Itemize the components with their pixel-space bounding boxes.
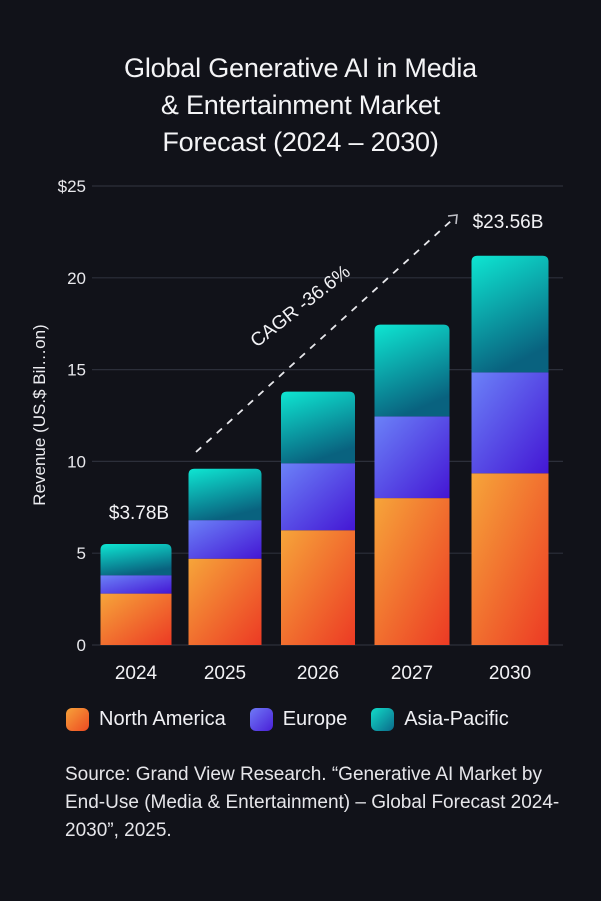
north-america-swatch bbox=[66, 707, 89, 731]
legend-label: Europe bbox=[282, 707, 348, 730]
bar-stack-2030 bbox=[471, 255, 549, 645]
bar-segment-north-america bbox=[374, 498, 450, 645]
source-citation: Source: Grand View Research. “Generative… bbox=[65, 764, 560, 841]
bar-stack-2026 bbox=[281, 391, 355, 645]
legend-item-north-america: North America bbox=[66, 707, 226, 731]
bar-segment-north-america bbox=[471, 473, 549, 645]
x-axis-ticks: 2024 2025 2026 2027 2030 bbox=[115, 663, 531, 684]
bar-segment-asia-pacific bbox=[100, 544, 172, 576]
end-value-label: $23.56B bbox=[473, 212, 544, 233]
bar-stack-2027 bbox=[374, 324, 450, 645]
bar-segment-north-america bbox=[281, 530, 355, 645]
bar-stack-2024 bbox=[100, 544, 172, 645]
legend-item-europe: Europe bbox=[249, 707, 348, 731]
x-tick-label: 2026 bbox=[297, 663, 339, 684]
start-value-label: $3.78B bbox=[109, 503, 169, 524]
bar-segment-asia-pacific bbox=[188, 468, 262, 521]
bar-segment-north-america bbox=[100, 593, 172, 645]
bar-segment-north-america bbox=[188, 558, 262, 645]
chart-title-line-1: Global Generative AI in Media bbox=[124, 53, 477, 83]
x-tick-label: 2027 bbox=[391, 663, 433, 684]
bar-segment-europe bbox=[471, 372, 549, 474]
chart-title: Global Generative AI in Media & Entertai… bbox=[0, 50, 601, 161]
chart-title-line-3: Forecast (2024 – 2030) bbox=[162, 127, 439, 157]
bar-segment-europe bbox=[188, 520, 262, 559]
bar-segment-europe bbox=[374, 416, 450, 499]
legend-label: Asia-Pacific bbox=[404, 707, 509, 730]
y-axis-ticks: 0 5 10 15 20 $25 bbox=[58, 177, 86, 655]
y-axis-label: Revenue (US.$ Bil…on) bbox=[30, 324, 49, 505]
bar-segment-europe bbox=[100, 575, 172, 594]
legend-label: North America bbox=[99, 707, 226, 730]
legend: North America Europe Asia-Pacific bbox=[66, 705, 533, 733]
bar-stack-2025 bbox=[188, 468, 262, 645]
y-tick-label: 5 bbox=[77, 544, 86, 563]
legend-item-asia-pacific: Asia-Pacific bbox=[371, 707, 509, 731]
x-tick-label: 2025 bbox=[204, 663, 246, 684]
y-tick-label: 15 bbox=[67, 361, 86, 380]
y-tick-label: $25 bbox=[58, 177, 86, 196]
bar-segment-asia-pacific bbox=[281, 391, 355, 464]
bar-segment-asia-pacific bbox=[471, 255, 549, 373]
chart-title-line-2: & Entertainment Market bbox=[160, 90, 441, 120]
y-tick-label: 20 bbox=[67, 269, 86, 288]
x-tick-label: 2030 bbox=[489, 663, 531, 684]
bar-segment-asia-pacific bbox=[374, 324, 450, 417]
bar-segment-europe bbox=[281, 463, 355, 531]
cagr-label: CAGR -36.6% bbox=[247, 261, 355, 352]
cagr-trend-line bbox=[195, 219, 453, 453]
x-tick-label: 2024 bbox=[115, 663, 158, 684]
y-tick-label: 0 bbox=[77, 636, 86, 655]
europe-swatch bbox=[249, 707, 273, 731]
bars bbox=[100, 255, 549, 645]
y-tick-label: 10 bbox=[67, 452, 86, 471]
arrow-head-icon bbox=[447, 214, 458, 225]
asia-pacific-swatch bbox=[371, 707, 395, 731]
